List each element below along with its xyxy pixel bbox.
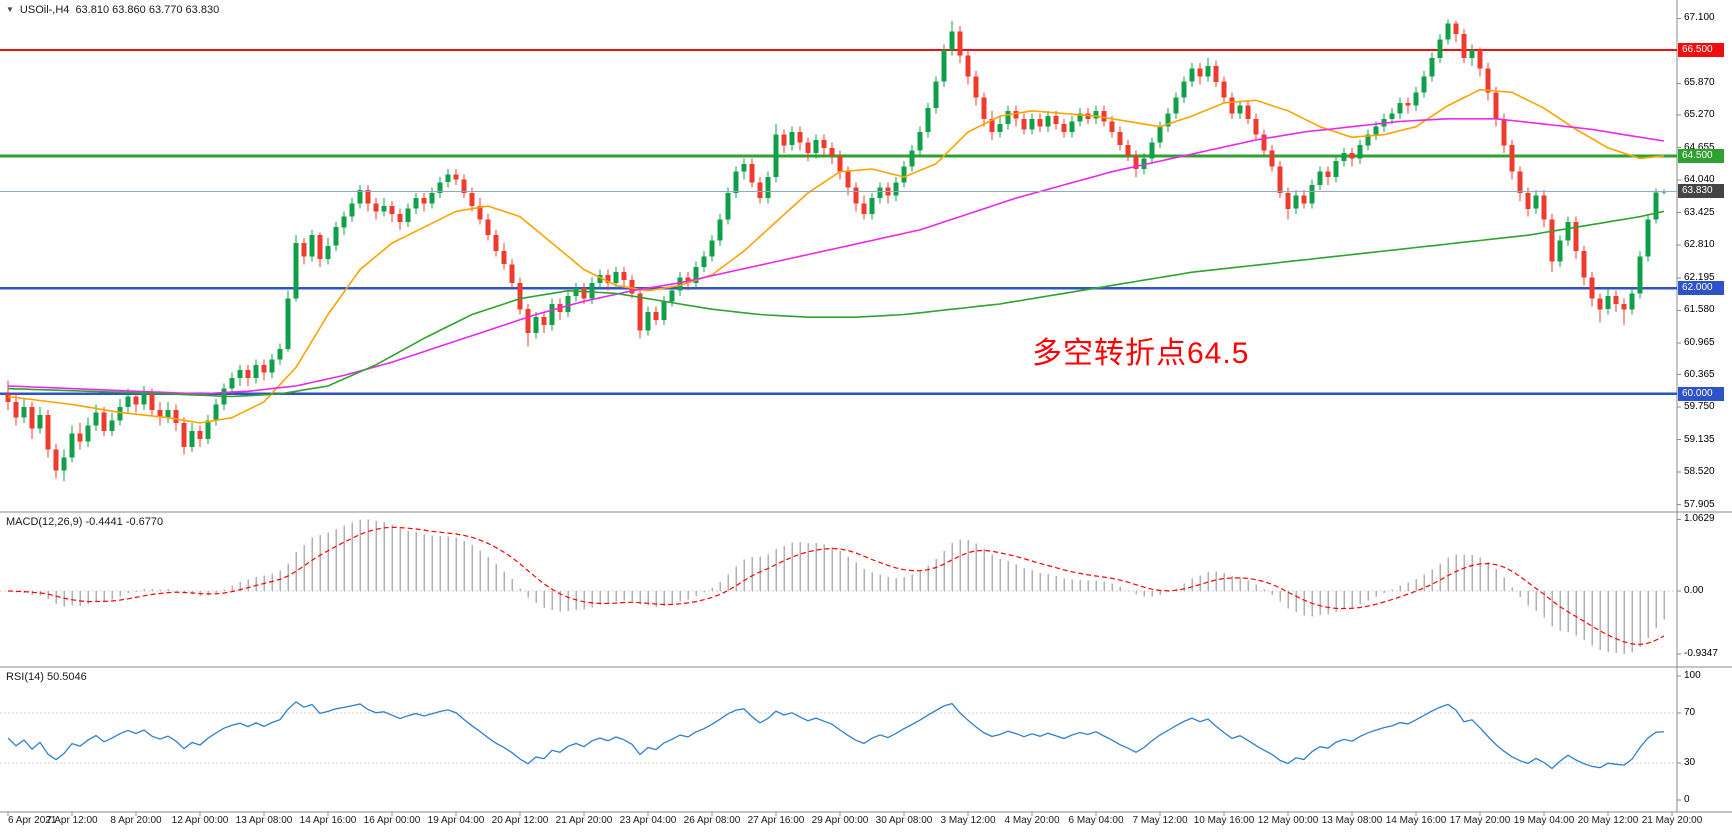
panel-separators bbox=[0, 0, 1732, 813]
time-axis-label: 13 May 08:00 bbox=[1321, 815, 1383, 826]
time-axis-label: 23 Apr 04:00 bbox=[619, 815, 677, 826]
time-axis-label: 7 May 12:00 bbox=[1132, 815, 1188, 826]
price-tick-label: 58.520 bbox=[1684, 466, 1715, 477]
time-axis-label: 14 Apr 16:00 bbox=[299, 815, 357, 826]
time-axis-label: 20 May 12:00 bbox=[1577, 815, 1639, 826]
chart-title: ▼ USOil-,H4 63.810 63.860 63.770 63.830 bbox=[6, 4, 219, 16]
time-axis-label: 6 May 04:00 bbox=[1068, 815, 1124, 826]
time-axis-label: 6 Apr 2021 bbox=[8, 815, 57, 826]
time-axis-label: 14 May 16:00 bbox=[1385, 815, 1447, 826]
time-axis-label: 8 Apr 20:00 bbox=[110, 815, 162, 826]
price-tick-label: 63.425 bbox=[1684, 207, 1715, 218]
price-tick-label: 67.100 bbox=[1684, 12, 1715, 23]
time-axis-label: 12 Apr 00:00 bbox=[171, 815, 229, 826]
axis-ticks bbox=[7, 17, 1681, 816]
rsi-line bbox=[7, 701, 1665, 770]
time-axis-label: 13 Apr 08:00 bbox=[235, 815, 293, 826]
time-axis-label: 7 Apr 12:00 bbox=[46, 815, 98, 826]
time-axis-label: 12 May 00:00 bbox=[1257, 815, 1319, 826]
price-level-badge: 64.500 bbox=[1678, 149, 1724, 163]
moving-average-lines bbox=[7, 88, 1665, 424]
price-tick-label: 60.965 bbox=[1684, 337, 1715, 348]
time-axis[interactable]: 6 Apr 2021 7 Apr 12:00 8 Apr 20:00 12 Apr 0… bbox=[0, 815, 1732, 831]
time-axis-label: 3 May 12:00 bbox=[940, 815, 996, 826]
price-scale-axis[interactable]: 67.100 65.870 65.270 64.655 64.040 63.425 62.8… bbox=[1678, 0, 1732, 839]
macd-scale-label: 1.0629 bbox=[1684, 513, 1715, 524]
ohlc-readout: 63.810 63.860 63.770 63.830 bbox=[75, 4, 220, 16]
rsi-scale-label: 100 bbox=[1684, 670, 1701, 681]
time-axis-label: 21 May 20:00 bbox=[1641, 815, 1703, 826]
current-price-badge: 63.830 bbox=[1678, 184, 1724, 198]
time-axis-label: 26 Apr 08:00 bbox=[683, 815, 741, 826]
macd-histogram bbox=[15, 519, 1665, 655]
time-axis-label: 4 May 20:00 bbox=[1004, 815, 1060, 826]
price-level-badge: 60.000 bbox=[1678, 387, 1724, 401]
price-tick-label: 59.135 bbox=[1684, 434, 1715, 445]
price-tick-label: 65.870 bbox=[1684, 77, 1715, 88]
price-tick-label: 65.270 bbox=[1684, 109, 1715, 120]
macd-indicator-label: MACD(12,26,9) -0.4441 -0.6770 bbox=[6, 516, 164, 528]
time-axis-label: 20 Apr 12:00 bbox=[491, 815, 549, 826]
time-axis-label: 17 May 20:00 bbox=[1449, 815, 1511, 826]
rsi-scale-label: 30 bbox=[1684, 757, 1696, 768]
time-axis-label: 16 Apr 00:00 bbox=[363, 815, 421, 826]
symbol-dropdown-icon[interactable]: ▼ bbox=[6, 5, 14, 14]
price-tick-label: 57.905 bbox=[1684, 499, 1715, 510]
time-axis-label: 29 Apr 00:00 bbox=[811, 815, 869, 826]
price-tick-label: 60.365 bbox=[1684, 369, 1715, 380]
price-tick-label: 61.580 bbox=[1684, 304, 1715, 315]
time-axis-label: 21 Apr 20:00 bbox=[555, 815, 613, 826]
time-axis-label: 27 Apr 16:00 bbox=[747, 815, 805, 826]
price-tick-label: 62.195 bbox=[1684, 272, 1715, 283]
macd-signal-line bbox=[7, 526, 1665, 646]
price-tick-label: 64.040 bbox=[1684, 174, 1715, 185]
rsi-scale-label: 70 bbox=[1684, 707, 1696, 718]
time-axis-label: 10 May 16:00 bbox=[1193, 815, 1255, 826]
price-level-badge: 66.500 bbox=[1678, 43, 1724, 57]
macd-scale-label: -0.9347 bbox=[1684, 648, 1718, 659]
candlestick-series bbox=[5, 19, 1667, 482]
rsi-scale-label: 0 bbox=[1684, 794, 1690, 805]
time-axis-label: 19 Apr 04:00 bbox=[427, 815, 485, 826]
macd-scale-label: 0.00 bbox=[1684, 585, 1704, 596]
price-level-badge: 62.000 bbox=[1678, 281, 1724, 295]
price-tick-label: 59.750 bbox=[1684, 401, 1715, 412]
time-axis-label: 30 Apr 08:00 bbox=[875, 815, 933, 826]
rsi-indicator-label: RSI(14) 50.5046 bbox=[6, 671, 87, 683]
price-tick-label: 64.655 bbox=[1684, 142, 1715, 153]
symbol-timeframe-label: USOil-,H4 bbox=[19, 4, 70, 16]
time-axis-label: 19 May 04:00 bbox=[1513, 815, 1575, 826]
chart-text-annotation: 多空转折点64.5 bbox=[1032, 337, 1250, 370]
price-tick-label: 62.810 bbox=[1684, 239, 1715, 250]
